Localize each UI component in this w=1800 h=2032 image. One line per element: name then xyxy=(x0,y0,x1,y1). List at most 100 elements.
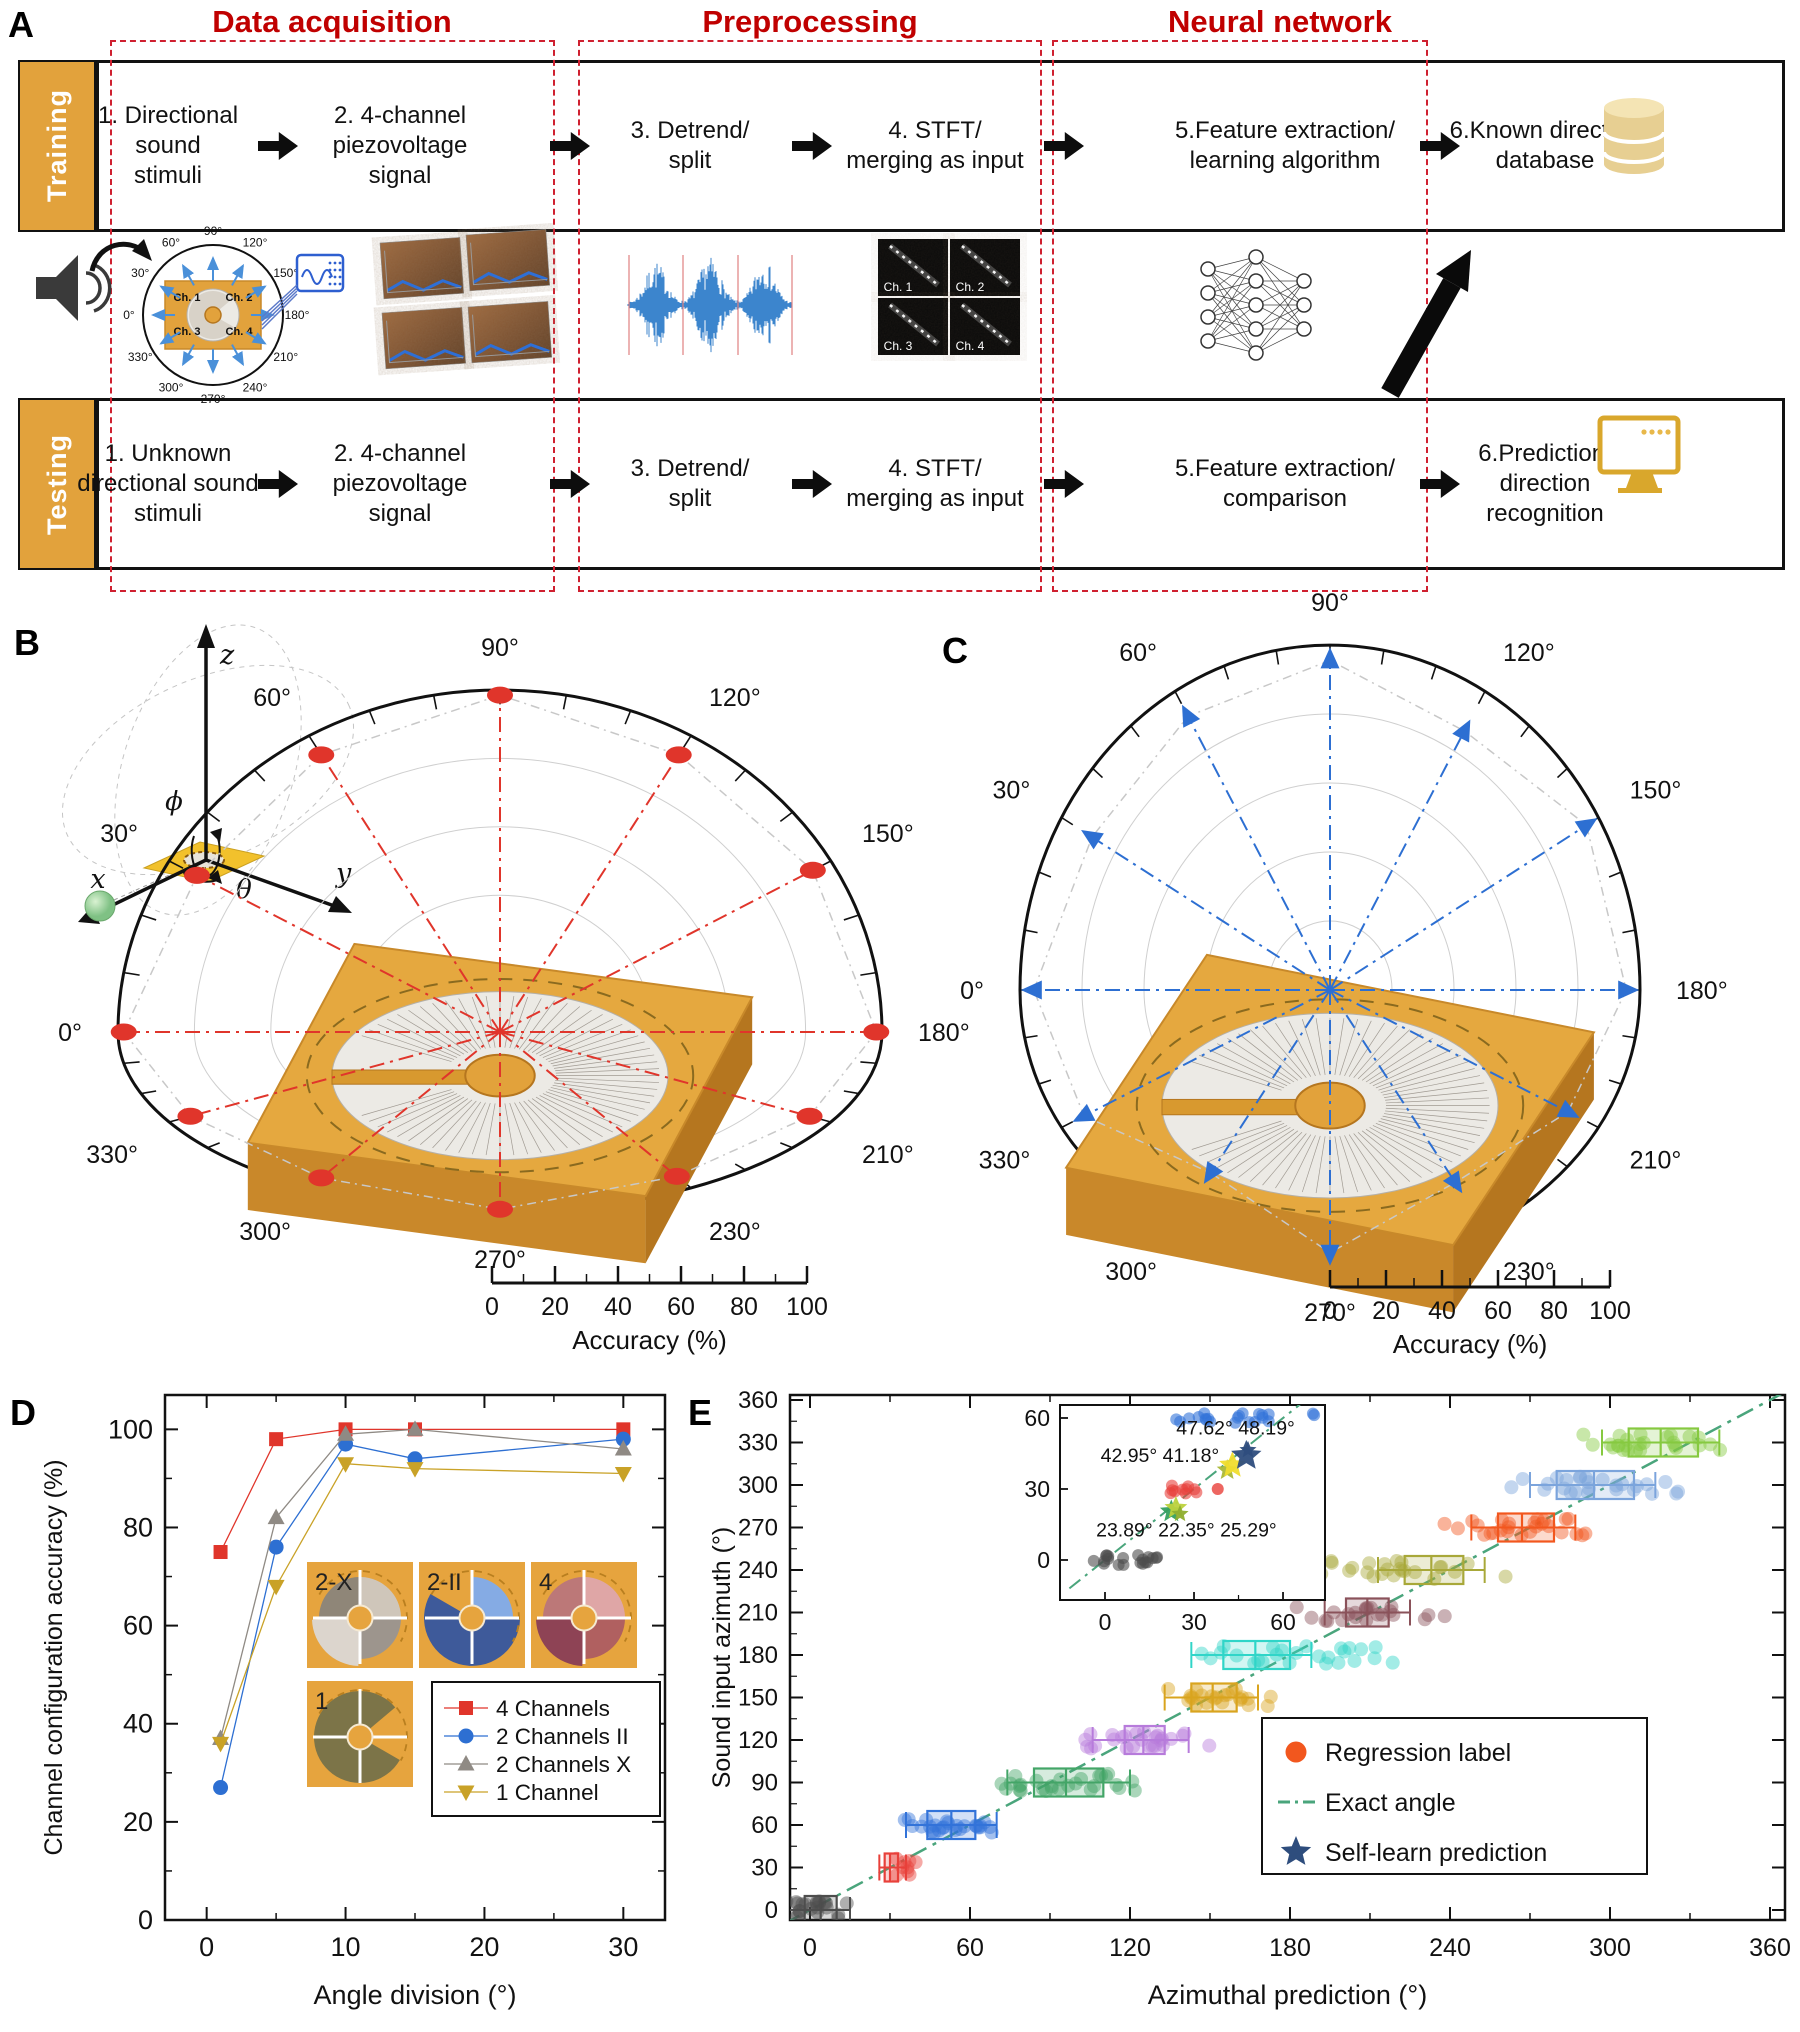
svg-text:30: 30 xyxy=(608,1932,638,1962)
box-row xyxy=(878,1851,923,1883)
svg-text:2 Channels X: 2 Channels X xyxy=(496,1752,631,1777)
device-render xyxy=(1064,953,1596,1313)
azimuth-box-scatter-chart: 0 60 120 180 240 300 3600306090120150180210240… xyxy=(708,1387,1791,2010)
box-row xyxy=(1190,1639,1400,1671)
svg-text:100: 100 xyxy=(108,1414,153,1444)
svg-text:80: 80 xyxy=(730,1293,758,1321)
training-step-3: 3. Detrend/ split xyxy=(630,117,750,174)
svg-text:270°: 270° xyxy=(1304,1299,1356,1327)
panel-label-a: A xyxy=(8,4,34,45)
panel-a-illustrations: Ch. 1 Ch. 2 Ch. 3 Ch. 4 0° 30° 60° 90° 120° 150° 1… xyxy=(36,224,1471,406)
testing-side-label: Testing xyxy=(18,398,96,570)
svg-text:Ch. 4: Ch. 4 xyxy=(956,339,985,353)
neural-network-icon xyxy=(1200,249,1312,361)
svg-text:Exact angle: Exact angle xyxy=(1325,1789,1456,1817)
svg-text:2 Channels II: 2 Channels II xyxy=(496,1724,629,1749)
testing-step-5: 5.Feature extraction/ comparison xyxy=(1174,455,1396,512)
box-row xyxy=(1161,1681,1278,1714)
svg-text:0: 0 xyxy=(138,1905,153,1935)
accuracy-scale: 0 20 40 60 80 100 Accuracy (%) xyxy=(485,1266,828,1355)
svg-text:80: 80 xyxy=(1540,1297,1568,1325)
svg-text:4 Channels: 4 Channels xyxy=(496,1696,610,1721)
svg-text:60°: 60° xyxy=(162,235,180,249)
svg-text:Regression label: Regression label xyxy=(1325,1739,1511,1767)
svg-text:60: 60 xyxy=(1270,1609,1296,1635)
svg-text:20: 20 xyxy=(469,1932,499,1962)
box-row xyxy=(994,1766,1142,1799)
svg-text:y: y xyxy=(335,858,352,889)
svg-text:0: 0 xyxy=(765,1897,778,1924)
svg-text:90°: 90° xyxy=(204,224,222,238)
svg-text:100: 100 xyxy=(786,1293,828,1321)
svg-text:30: 30 xyxy=(751,1855,778,1882)
spectrogram-tiles: Ch. 1 Ch. 2 Ch. 3 Ch. 4 xyxy=(878,239,1020,355)
channel-config-insets: 2-X 2-II 4 1 xyxy=(307,1562,637,1787)
e-legend: Regression label Exact angle Self-learn pr… xyxy=(1261,1717,1648,1875)
waveform-icon xyxy=(627,255,793,355)
svg-text:1: 1 xyxy=(315,1688,328,1715)
e-inset: 47.62° 48.19° 42.95° 41.18° 23.89° 22.35° … xyxy=(1024,1404,1326,1635)
svg-text:90°: 90° xyxy=(481,634,519,662)
svg-text:0: 0 xyxy=(199,1932,214,1962)
svg-text:47.62° 48.19°: 47.62° 48.19° xyxy=(1176,1418,1295,1440)
svg-text:x: x xyxy=(90,864,105,895)
svg-text:42.95° 41.18°: 42.95° 41.18° xyxy=(1101,1445,1220,1467)
svg-text:90°: 90° xyxy=(1311,589,1349,617)
box-row xyxy=(790,1894,854,1920)
svg-text:180: 180 xyxy=(738,1642,778,1669)
box-row xyxy=(897,1809,999,1841)
polar-angle-labels: 0° 30° 60° 90° 120° 150° 180° 210° 230° 270° 300° 3… xyxy=(58,634,970,1274)
svg-text:0°: 0° xyxy=(58,1019,82,1047)
svg-text:0°: 0° xyxy=(960,977,984,1005)
svg-text:Ch. 4: Ch. 4 xyxy=(226,326,254,338)
svg-text:150: 150 xyxy=(738,1685,778,1712)
svg-text:0: 0 xyxy=(1323,1297,1337,1325)
polar-angle-labels: 0° 30° 60° 90° 120° 150° 180° 210° 230° 270° 300° 3… xyxy=(960,589,1728,1327)
svg-text:120°: 120° xyxy=(243,235,268,249)
svg-text:230°: 230° xyxy=(709,1218,761,1246)
svg-text:150°: 150° xyxy=(862,820,914,848)
svg-text:0: 0 xyxy=(1037,1547,1050,1573)
panel-label-e: E xyxy=(688,1392,713,1433)
group-box-preprocessing xyxy=(578,40,1042,592)
svg-text:60: 60 xyxy=(956,1934,984,1962)
svg-text:Angle division (°): Angle division (°) xyxy=(314,1980,517,2010)
training-row-box xyxy=(96,60,1785,232)
svg-text:270°: 270° xyxy=(474,1246,526,1274)
svg-text:Accuracy (%): Accuracy (%) xyxy=(572,1325,727,1355)
box-row xyxy=(1576,1427,1728,1458)
svg-text:360: 360 xyxy=(738,1387,778,1414)
svg-text:1 Channel: 1 Channel xyxy=(496,1780,599,1805)
svg-text:210: 210 xyxy=(738,1600,778,1627)
svg-text:20: 20 xyxy=(541,1293,569,1321)
svg-text:60: 60 xyxy=(1024,1405,1050,1431)
svg-text:Ch. 2: Ch. 2 xyxy=(956,280,985,294)
svg-text:Accuracy (%): Accuracy (%) xyxy=(1393,1329,1548,1359)
svg-text:2-X: 2-X xyxy=(315,1569,352,1596)
svg-text:10: 10 xyxy=(331,1932,361,1962)
svg-text:0°: 0° xyxy=(123,308,135,322)
svg-text:60: 60 xyxy=(1484,1297,1512,1325)
box-row xyxy=(1437,1511,1593,1543)
svg-text:120°: 120° xyxy=(1503,639,1555,667)
polar-data xyxy=(110,686,890,1218)
svg-text:2-II: 2-II xyxy=(427,1569,462,1596)
svg-text:120: 120 xyxy=(1109,1934,1151,1962)
accuracy-scale: 0 20 40 60 80 100 Accuracy (%) xyxy=(1323,1270,1631,1359)
svg-text:30: 30 xyxy=(1181,1609,1207,1635)
e-axes: 0 60 120 180 240 300 3600306090120150180210240… xyxy=(708,1387,1791,2010)
svg-text:330: 330 xyxy=(738,1430,778,1457)
svg-text:330°: 330° xyxy=(979,1147,1031,1175)
accuracy-line-chart: 0 10 20 30 0 20 40 60 80 100 Angle division (°) Cha… xyxy=(40,1393,667,2010)
svg-text:40: 40 xyxy=(1428,1297,1456,1325)
training-side-label: Training xyxy=(18,60,96,232)
svg-text:4: 4 xyxy=(539,1569,552,1596)
surface-plots-icon xyxy=(379,229,553,370)
svg-text:23.89° 22.35° 25.29°: 23.89° 22.35° 25.29° xyxy=(1096,1519,1277,1541)
polar-chart-spiral-device: 0° 30° 60° 90° 120° 150° 180° 210° 230° 270° 300° 3… xyxy=(960,589,1728,1359)
svg-text:150°: 150° xyxy=(273,266,298,280)
svg-text:ϕ: ϕ xyxy=(165,787,183,817)
training-step-5: 5.Feature extraction/ learning algorithm xyxy=(1174,117,1396,174)
testing-step-1: 1. Unknown directional sound stimuli xyxy=(77,440,259,527)
training-step-2: 2. 4-channel piezovoltage signal xyxy=(332,102,468,189)
